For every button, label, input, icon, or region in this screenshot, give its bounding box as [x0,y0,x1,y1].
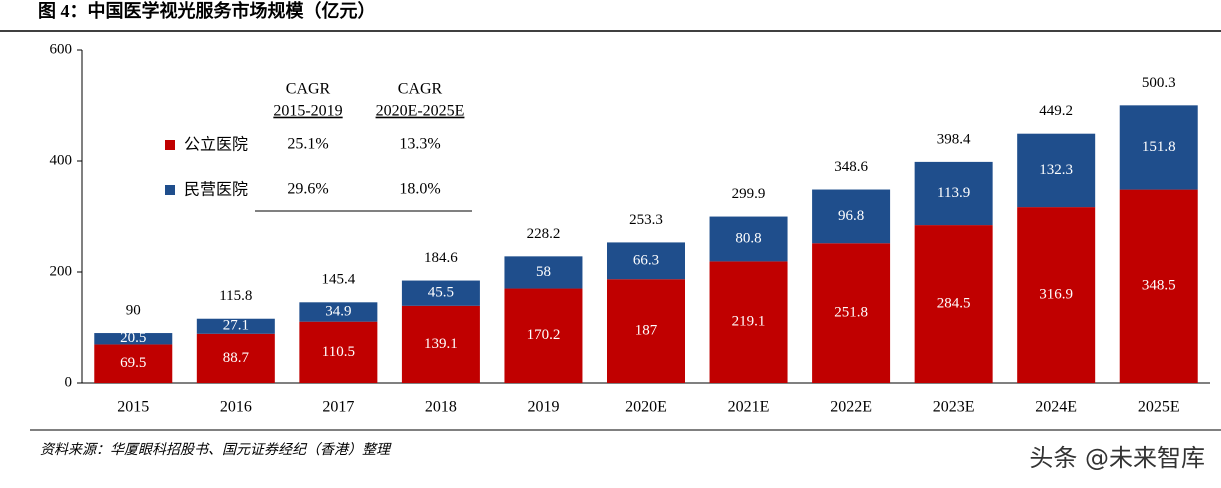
cagr-value: 13.3% [399,136,440,153]
value-label: 251.8 [834,305,868,321]
total-label: 115.8 [219,288,252,304]
total-label: 90 [126,302,141,318]
total-label: 449.2 [1039,103,1073,119]
legend-label: 民营医院 [184,180,248,199]
value-label: 66.3 [633,252,659,268]
x-tick-label: 2018 [425,399,457,416]
x-tick-label: 2022E [830,399,872,416]
bar-segment [299,302,378,322]
y-tick-label: 200 [50,263,73,279]
cagr-header: CAGR [398,81,443,98]
x-tick-label: 2024E [1035,399,1077,416]
bar-segment [607,242,685,280]
bar-segment [401,280,480,306]
bar-segment [709,216,788,262]
value-label: 132.3 [1039,162,1073,178]
bar-segment [196,333,275,383]
value-label: 110.5 [322,344,355,360]
bar-segment [94,333,173,345]
value-label: 34.9 [325,303,351,319]
bar-segment [709,261,788,383]
cagr-value: 25.1% [287,136,328,153]
value-label: 139.1 [424,336,458,352]
x-tick-label: 2020E [625,399,667,416]
value-label: 187 [635,323,658,339]
cagr-period: 2020E-2025E [376,103,465,120]
bar-segment [1119,189,1198,383]
legend-swatch [165,185,175,195]
chart-title: 图 4：中国医学视光服务市场规模（亿元） [38,0,376,21]
legend-swatch [165,140,175,150]
value-label: 151.8 [1142,139,1176,155]
value-label: 348.5 [1142,278,1176,294]
cagr-header: CAGR [286,81,331,98]
cagr-value: 18.0% [399,181,440,198]
total-label: 348.6 [834,159,868,175]
bar-segment [914,225,993,383]
bar-segment [914,161,993,226]
x-tick-label: 2021E [728,399,770,416]
value-label: 284.5 [937,295,971,311]
value-label: 58 [536,264,551,280]
bar-segment [812,189,891,244]
total-label: 228.2 [527,226,561,242]
cagr-period: 2015-2019 [273,103,342,120]
value-label: 88.7 [223,350,250,366]
x-tick-label: 2019 [527,399,559,416]
value-label: 80.8 [735,230,761,246]
bar-segment [196,318,275,334]
bar-segment [299,321,378,383]
total-label: 253.3 [629,212,663,228]
legend-label: 公立医院 [184,135,248,154]
value-label: 27.1 [223,318,249,334]
total-label: 500.3 [1142,75,1176,91]
y-tick-label: 0 [65,374,73,390]
bar-segment [504,256,583,289]
bar-segment [1119,105,1198,190]
y-tick-label: 600 [50,41,73,57]
total-label: 145.4 [321,272,355,288]
bar-segment [401,305,480,383]
value-label: 113.9 [937,185,970,201]
x-tick-label: 2025E [1138,399,1180,416]
bar-segment [504,288,583,383]
value-label: 69.5 [120,355,146,371]
bar-segment [812,243,891,383]
bar-segment [1017,133,1096,208]
x-tick-label: 2016 [220,399,252,416]
value-label: 20.5 [120,330,146,346]
cagr-value: 29.6% [287,181,328,198]
x-tick-label: 2017 [322,399,354,416]
value-label: 96.8 [838,208,864,224]
bar-segment [607,279,685,383]
value-label: 316.9 [1039,286,1073,302]
x-tick-label: 2015 [117,399,149,416]
total-label: 299.9 [732,186,766,202]
watermark: 头条 @未来智库 [1029,444,1205,472]
value-label: 219.1 [732,314,766,330]
x-tick-label: 2023E [933,399,975,416]
source: 资料来源：华厦眼科招股书、国元证券经纪（香港）整理 [40,442,392,458]
bar-segment [1017,207,1096,383]
total-label: 398.4 [937,131,971,147]
bar-segment [94,344,173,383]
value-label: 170.2 [527,327,561,343]
total-label: 184.6 [424,250,458,266]
value-label: 45.5 [428,285,454,301]
y-tick-label: 400 [50,152,73,168]
